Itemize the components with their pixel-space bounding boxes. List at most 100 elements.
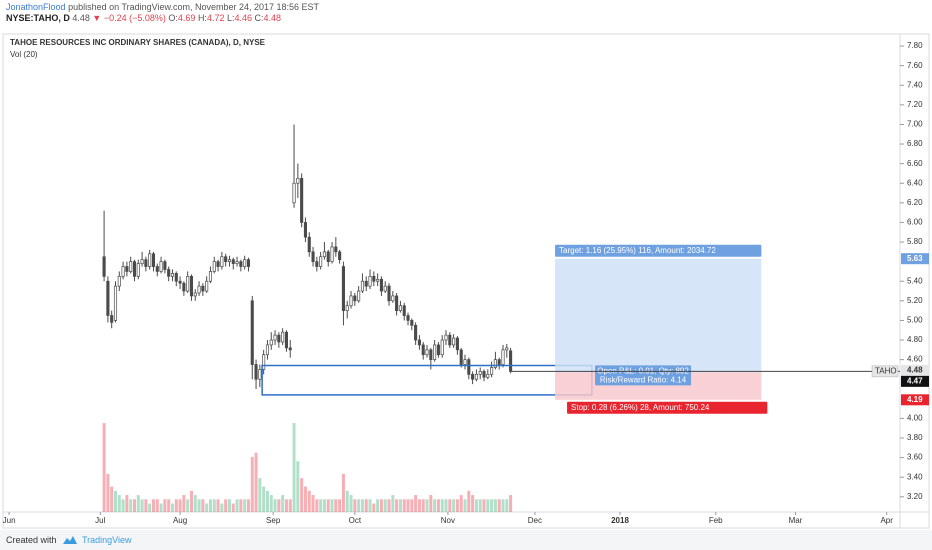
y-tick-label: 6.80 (907, 139, 923, 148)
volume-bar (220, 503, 224, 512)
volume-bar (474, 499, 478, 512)
y-tick-label: 7.40 (907, 80, 923, 89)
candle-body (189, 275, 194, 297)
candle-body (235, 261, 239, 264)
volume-bar (201, 499, 205, 512)
candle-body (482, 371, 486, 378)
volume-bar (159, 503, 163, 512)
y-tick-label: 3.20 (907, 492, 923, 501)
y-tick-label: 5.00 (907, 316, 923, 325)
candle-body (117, 275, 121, 287)
candle-body (463, 359, 467, 365)
volume-bar (170, 503, 174, 512)
candle-body (163, 261, 167, 270)
volume-bar (205, 503, 209, 512)
x-tick-label: Apr (880, 516, 893, 525)
c: 4.48 (263, 13, 282, 23)
candle-body (132, 261, 137, 277)
candle-body (414, 324, 418, 341)
volume-bar (125, 495, 129, 512)
volume-bar (471, 495, 475, 512)
x-tick-label: Dec (528, 516, 542, 525)
volume-bar (395, 499, 399, 512)
volume-bar (330, 499, 334, 512)
candle-body (121, 266, 125, 277)
entry-price-label: 4.47 (907, 376, 923, 385)
candle-body (129, 261, 133, 272)
candle-body (493, 359, 497, 368)
volume-bar (117, 495, 121, 512)
candle-body (174, 273, 178, 282)
volume-bar (288, 499, 292, 512)
volume-bar (224, 499, 228, 512)
ratio-label: Risk/Reward Ratio: 4.14 (600, 375, 687, 384)
volume-bar (243, 499, 247, 512)
volume-label: Vol (20) (10, 50, 38, 59)
candle-body (338, 251, 342, 261)
chart-title: TAHOE RESOURCES INC ORDINARY SHARES (CAN… (10, 38, 266, 47)
candle-body (471, 373, 475, 380)
x-tick-label: Oct (349, 516, 362, 525)
candle-body (216, 261, 220, 267)
candle-body (258, 369, 262, 380)
author[interactable]: JonathonFlood (6, 2, 66, 12)
candle-body (436, 344, 440, 356)
volume-bar (452, 499, 456, 512)
y-tick-label: 4.00 (907, 414, 923, 423)
target-price-label-bg (901, 253, 929, 265)
candle-body (448, 334, 452, 346)
x-tick-label: Nov (441, 516, 455, 525)
volume-bar (216, 499, 220, 512)
candle-body (136, 263, 140, 277)
candle-body (231, 259, 235, 264)
volume-bar (406, 499, 410, 512)
candle-body (197, 285, 201, 294)
brand[interactable]: TradingView (82, 535, 132, 545)
volume-bar (132, 499, 136, 512)
candle-body (269, 339, 273, 346)
candle-body (250, 300, 254, 365)
candle-body (410, 320, 414, 326)
y-tick-label: 7.00 (907, 120, 923, 129)
candle-body (151, 253, 156, 267)
volume-bar (178, 499, 182, 512)
volume-bar (121, 499, 125, 512)
candle-body (353, 295, 357, 302)
symbol: NYSE:TAHO, D (6, 13, 70, 23)
candle-body (330, 246, 334, 262)
x-tick-label: Jun (3, 516, 16, 525)
candle-body (106, 280, 110, 316)
candle-body (334, 246, 338, 253)
volume-bar (186, 499, 190, 512)
volume-bar (414, 495, 418, 512)
y-tick-label: 5.40 (907, 276, 923, 285)
volume-bar (490, 499, 494, 512)
volume-bar (444, 499, 448, 512)
candle-body (379, 278, 383, 292)
x-tick-label: Jul (95, 516, 105, 525)
y-tick-label: 3.80 (907, 433, 923, 442)
volume-bar (182, 495, 186, 512)
target-price-label: 5.63 (907, 254, 923, 263)
pnl-label-bg (595, 365, 692, 386)
rectangle-drawing (261, 364, 593, 396)
volume-bar (448, 499, 452, 512)
candle-body (208, 271, 213, 282)
frame (2, 33, 930, 529)
candle-body (212, 261, 216, 272)
volume-bar (151, 499, 155, 512)
volume-bar (262, 486, 266, 512)
volume-bar (417, 499, 421, 512)
candle-body (186, 275, 190, 292)
volume-bar (372, 503, 376, 512)
candle-body (113, 285, 118, 321)
volume-bar (235, 499, 239, 512)
candle-body (205, 280, 209, 292)
candle-body (220, 256, 224, 267)
volume-bar (110, 486, 114, 512)
candle-body (452, 337, 456, 346)
volume-bar (155, 499, 159, 512)
candle-body (376, 278, 380, 282)
volume-bar (292, 423, 296, 512)
candle-body (292, 182, 296, 204)
